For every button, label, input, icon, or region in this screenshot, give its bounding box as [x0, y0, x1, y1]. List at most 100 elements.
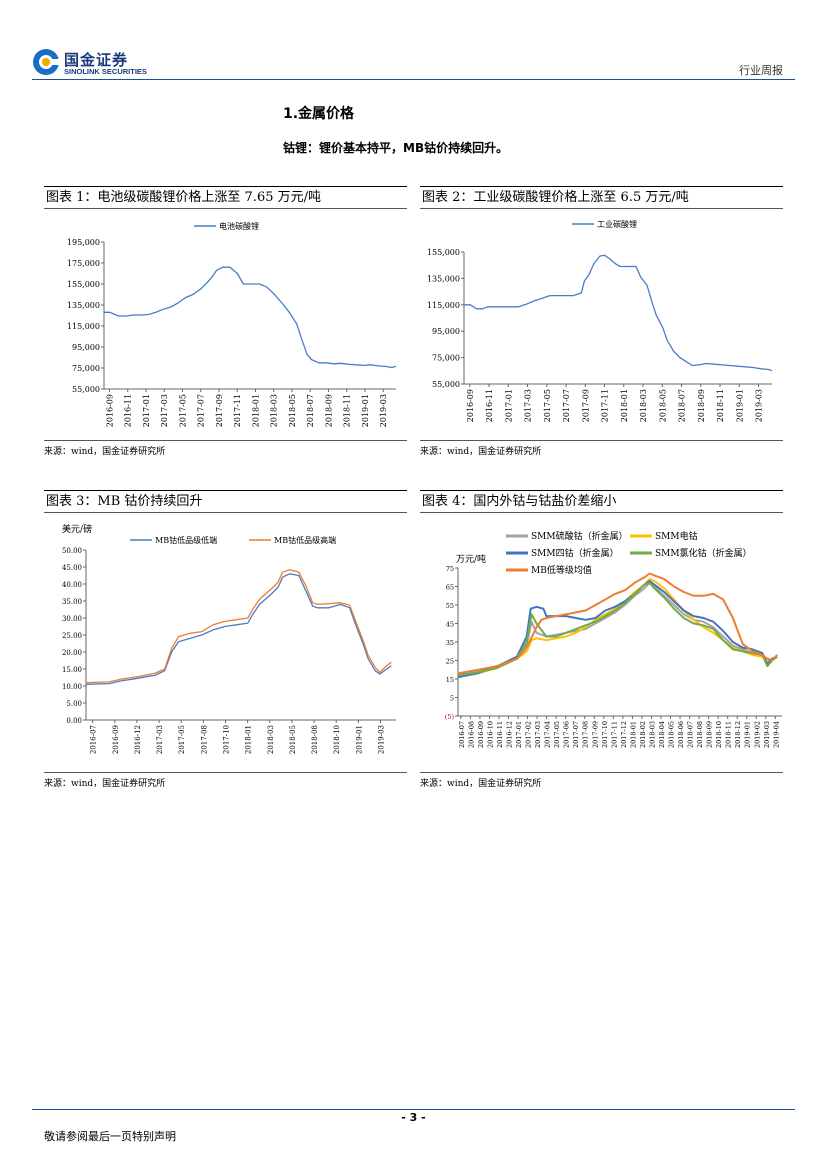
x-tick-label: 2018-05: [658, 389, 667, 422]
x-tick-label: 2016-10: [486, 721, 494, 748]
x-tick-label: 2016-07: [458, 721, 466, 748]
x-tick-label: 2018-03: [648, 721, 656, 748]
x-tick-label: 2018-02: [639, 721, 647, 748]
x-tick-label: 2018-06: [677, 721, 685, 748]
header-rule: [32, 79, 795, 80]
figure-1-top-rule: [44, 186, 407, 187]
x-tick-label: 2017-02: [525, 721, 533, 748]
x-tick-label: 2018-01: [629, 721, 637, 748]
x-tick-label: 2017-08: [200, 725, 208, 754]
x-tick-label: 2017-11: [601, 389, 610, 422]
y-tick-label: 155,000: [427, 248, 460, 257]
y-tick-label: 25.00: [62, 632, 82, 640]
legend-label: SMM四钴（折金属）: [531, 547, 619, 559]
x-tick-label: 2017-01: [515, 721, 523, 748]
x-tick-label: 2018-01: [251, 394, 260, 427]
x-tick-label: 2017-07: [197, 394, 206, 427]
x-tick-label: 2017-10: [601, 721, 609, 748]
y-tick-label: 10.00: [62, 683, 82, 691]
y-tick-label: 195,000: [67, 238, 100, 247]
x-tick-label: 2018-04: [658, 721, 666, 748]
figure-1-chart: 195,000 175,000 155,000 135,000 115,000 95,00…: [67, 221, 397, 427]
y-tick-label: 30.00: [62, 615, 82, 623]
x-tick-label: 2019-03: [378, 725, 386, 754]
y-tick-label: 115,000: [67, 322, 100, 331]
x-tick-label: 2016-09: [112, 725, 120, 754]
x-tick-label: 2016-12: [134, 725, 142, 754]
footer-disclaimer: 敬请参阅最后一页特别声明: [44, 1130, 176, 1143]
page-number: - 3 -: [401, 1111, 426, 1124]
y-tick-label: 155,000: [67, 280, 100, 289]
figure-3-bottom-rule: [44, 772, 407, 773]
footer-rule: [32, 1109, 795, 1110]
legend-label: SMM电钴: [655, 530, 698, 542]
y-tick-label: 115,000: [427, 301, 460, 310]
x-tick-label: 2016-11: [496, 721, 504, 748]
x-tick-label: 2018-08: [311, 725, 319, 754]
x-tick-label: 2018-05: [289, 725, 297, 754]
x-tick-label: 2018-12: [734, 721, 742, 748]
y-tick-label: 20.00: [62, 649, 82, 657]
figure-1-title: 图表 1：电池级碳酸锂价格上涨至 7.65 万元/吨: [46, 190, 321, 205]
x-tick-label: 2016-09: [466, 389, 475, 422]
figure-3-top-rule: [44, 490, 407, 491]
series-line: [85, 573, 392, 685]
x-tick-label: 2017-03: [156, 725, 164, 754]
y-tick-label: 5.00: [66, 700, 82, 708]
section-subtitle: 钴锂：锂价基本持平，MB钴价持续回升。: [283, 141, 509, 155]
x-tick-label: 2017-07: [562, 389, 571, 422]
figure-1-title-rule: [44, 208, 407, 209]
x-tick-label: 2017-05: [543, 389, 552, 422]
x-tick-label: 2019-04: [772, 721, 780, 748]
figure-2-title: 图表 2：工业级碳酸锂价格上涨至 6.5 万元/吨: [422, 190, 689, 205]
x-tick-label: 2018-05: [288, 394, 297, 427]
figure-3-source: 来源：wind，国金证券研究所: [44, 779, 166, 789]
x-tick-label: 2016-11: [485, 389, 494, 422]
x-tick-label: 2016-09: [477, 721, 485, 748]
x-tick-label: 2017-11: [233, 394, 242, 427]
y-tick-label: 55,000: [432, 380, 460, 389]
company-name-en: SINOLINK SECURITIES: [64, 67, 147, 76]
y-tick-label: 25: [446, 658, 454, 666]
y-tick-label: 75: [446, 565, 454, 573]
series-line: [464, 254, 773, 372]
figure-3-title: 图表 3：MB 钴价持续回升: [46, 494, 203, 509]
x-tick-label: 2018-07: [306, 394, 315, 427]
x-tick-label: 2017-09: [215, 394, 224, 427]
x-tick-label: 2017-03: [160, 394, 169, 427]
x-tick-label: 2018-03: [639, 389, 648, 422]
legend-label: 电池碳酸锂: [219, 221, 259, 231]
y-tick-label: 45: [446, 621, 454, 629]
company-logo-icon: [33, 49, 60, 75]
x-tick-label: 2017-11: [610, 721, 618, 748]
x-tick-label: 2017-01: [504, 389, 513, 422]
x-tick-label: 2018-11: [716, 389, 725, 422]
x-tick-label: 2017-09: [591, 721, 599, 748]
legend-label: MB低等级均值: [531, 564, 592, 576]
x-tick-label: 2017-03: [524, 389, 533, 422]
x-tick-label: 2016-09: [105, 394, 114, 427]
figure-3-title-rule: [44, 512, 407, 513]
section-title: 1.金属价格: [283, 106, 355, 122]
y-axis-label: 美元/磅: [62, 523, 92, 535]
legend-label: MB钴低品级低端: [155, 535, 217, 545]
y-tick-label: 35.00: [62, 598, 82, 606]
y-tick-label: 45.00: [62, 564, 82, 572]
report-type: 行业周报: [739, 64, 783, 77]
x-tick-label: 2019-01: [355, 725, 363, 754]
x-tick-label: 2018-09: [324, 394, 333, 427]
series-line: [85, 569, 392, 684]
y-tick-label: 135,000: [67, 301, 100, 310]
company-name-cn: 国金证券: [64, 51, 129, 69]
y-tick-label: (5): [445, 713, 455, 721]
x-tick-label: 2017-04: [544, 721, 552, 748]
figure-4-source: 来源：wind，国金证券研究所: [420, 779, 542, 789]
x-tick-label: 2018-05: [668, 721, 676, 748]
y-tick-label: 75,000: [72, 364, 100, 373]
x-tick-label: 2019-01: [744, 721, 752, 748]
y-tick-label: 135,000: [427, 274, 460, 283]
figure-4-top-rule: [420, 490, 783, 491]
x-tick-label: 2018-08: [696, 721, 704, 748]
legend-label: 工业碳酸锂: [597, 219, 637, 229]
y-tick-label: 95,000: [72, 343, 100, 352]
